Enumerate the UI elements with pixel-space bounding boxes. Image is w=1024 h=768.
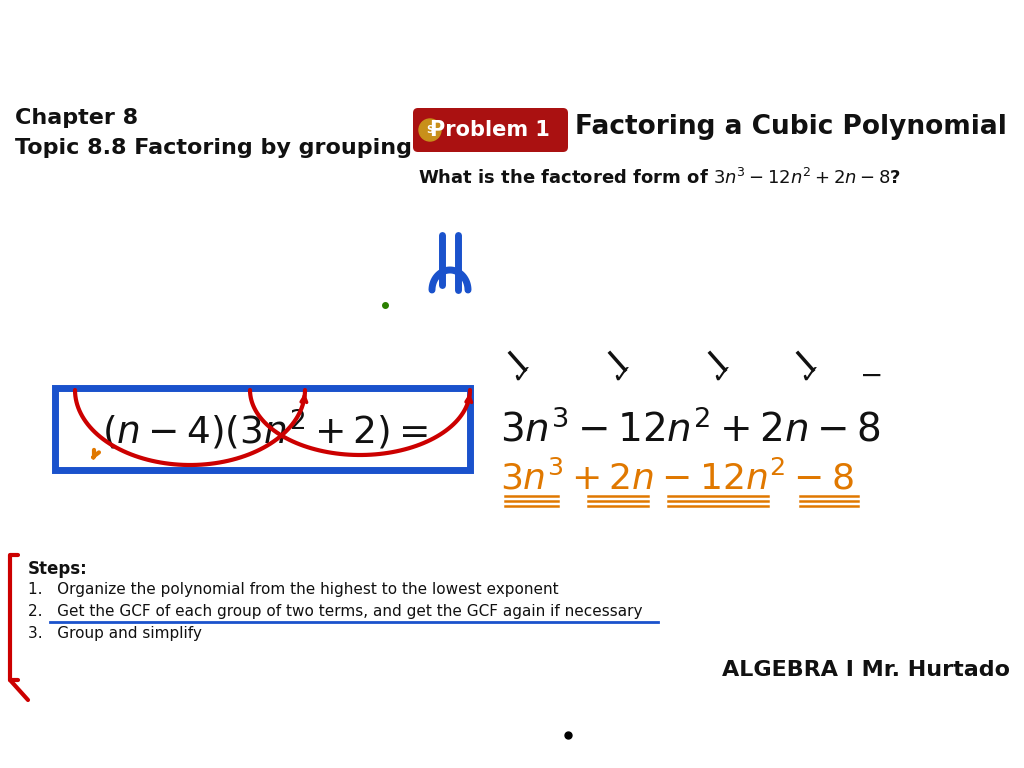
Text: Problem 1: Problem 1 [430, 120, 550, 140]
Text: $\checkmark$: $\checkmark$ [511, 363, 529, 387]
Text: $\checkmark$: $\checkmark$ [610, 363, 630, 387]
Circle shape [419, 119, 441, 141]
Text: ALGEBRA I Mr. Hurtado: ALGEBRA I Mr. Hurtado [722, 660, 1010, 680]
Text: $(n-4)(3n^2 + 2) =$: $(n-4)(3n^2 + 2) =$ [102, 408, 428, 452]
Text: $\checkmark$: $\checkmark$ [799, 363, 817, 387]
Text: What is the factored form of $3n^3 - 12n^2 + 2n - 8$?: What is the factored form of $3n^3 - 12n… [418, 168, 901, 188]
Text: Factoring a Cubic Polynomial: Factoring a Cubic Polynomial [575, 114, 1007, 140]
FancyBboxPatch shape [55, 388, 470, 470]
Text: S: S [426, 125, 433, 135]
Text: $3n^3 + 2n - 12n^2 - 8$: $3n^3 + 2n - 12n^2 - 8$ [500, 460, 854, 496]
FancyBboxPatch shape [413, 108, 568, 152]
Text: Steps:: Steps: [28, 560, 88, 578]
Text: 3.   Group and simplify: 3. Group and simplify [28, 626, 202, 641]
Text: $-$: $-$ [859, 361, 882, 389]
Text: Chapter 8: Chapter 8 [15, 108, 138, 128]
Text: 2.   Get the GCF of each group of two terms, and get the GCF again if necessary: 2. Get the GCF of each group of two term… [28, 604, 642, 619]
Text: Topic 8.8 Factoring by grouping: Topic 8.8 Factoring by grouping [15, 138, 412, 158]
Text: $\checkmark$: $\checkmark$ [711, 363, 729, 387]
Text: $3n^3 - 12n^2 + 2n - 8$: $3n^3 - 12n^2 + 2n - 8$ [500, 410, 881, 450]
Text: 1.   Organize the polynomial from the highest to the lowest exponent: 1. Organize the polynomial from the high… [28, 582, 559, 597]
